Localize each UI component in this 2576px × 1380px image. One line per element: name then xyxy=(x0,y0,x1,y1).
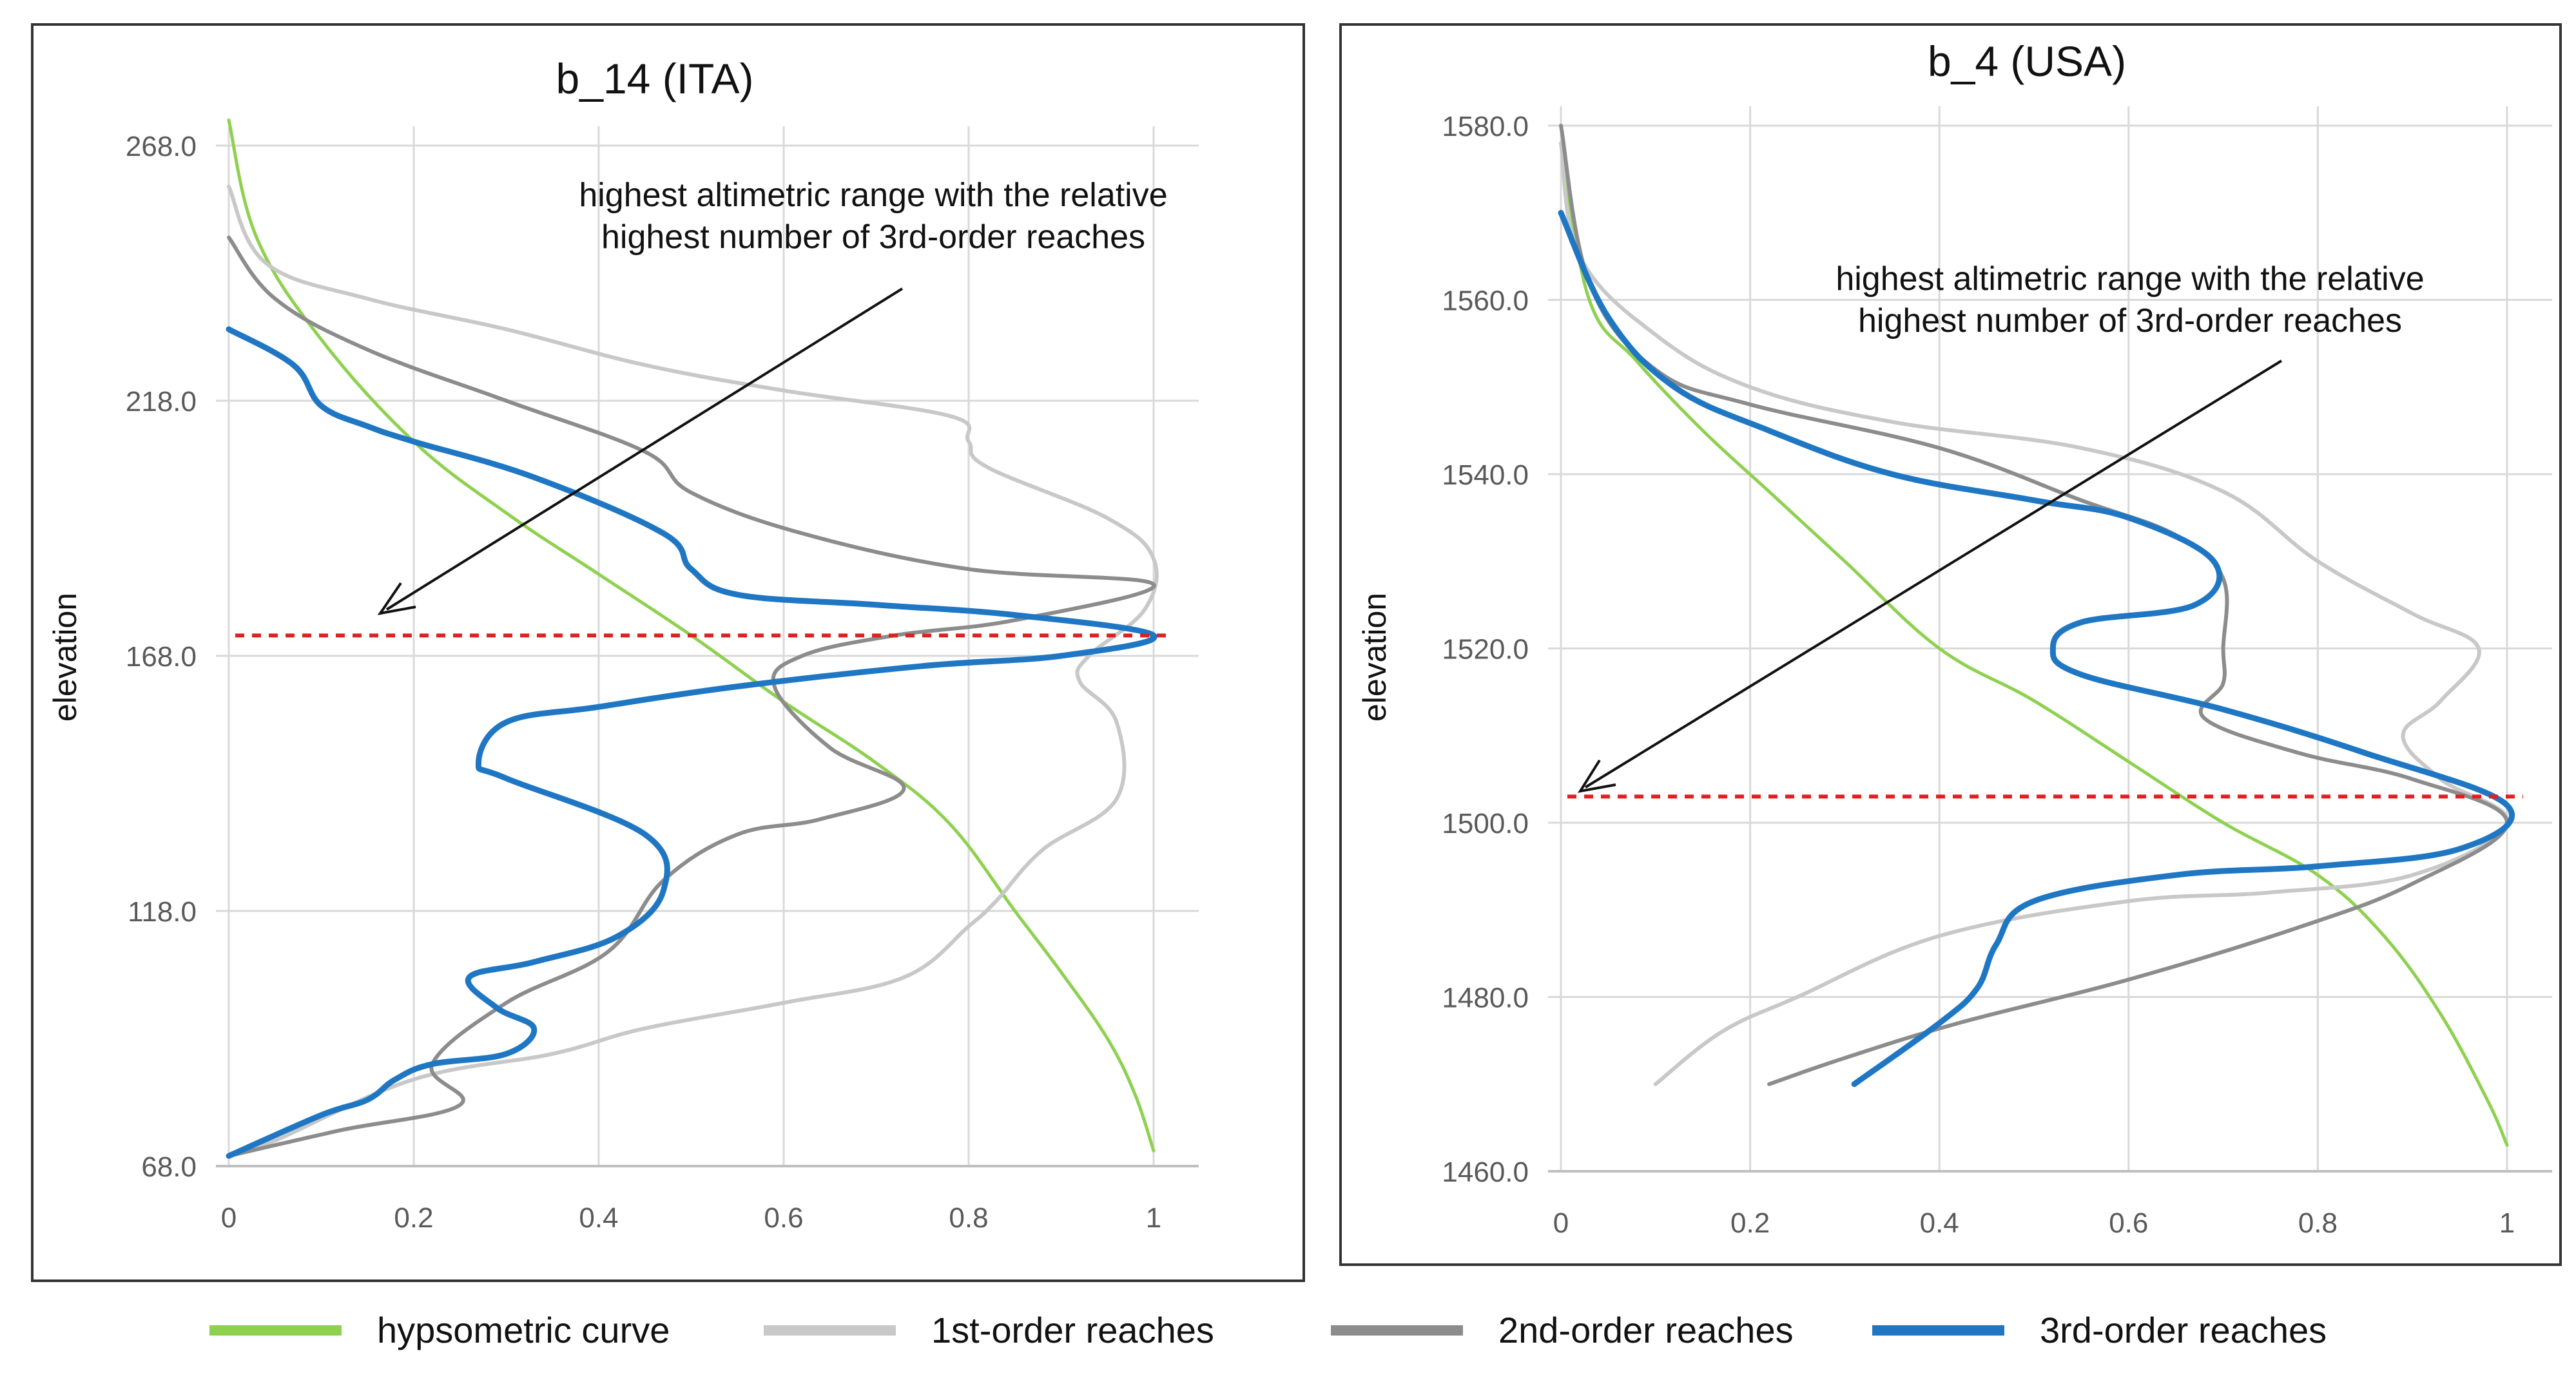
x-tick-label: 1 xyxy=(1146,1202,1161,1234)
annotation-arrow xyxy=(385,287,904,611)
series-line-hypsometric xyxy=(227,118,1156,1153)
legend-item-third-order: 3rd-order reaches xyxy=(1872,1310,2327,1350)
legend-label: hypsometric curve xyxy=(377,1310,670,1350)
x-tick-label: 0.2 xyxy=(394,1202,433,1234)
series-line-second xyxy=(1559,124,2509,1086)
y-tick-label: 218.0 xyxy=(126,386,197,417)
legend-item-hypsometric: hypsometric curve xyxy=(209,1310,670,1350)
legend-label: 2nd-order reaches xyxy=(1498,1310,1794,1350)
y-axis-label: elevation xyxy=(47,593,83,722)
annotation-arrow xyxy=(1584,359,2283,789)
y-tick-label: 1500.0 xyxy=(1442,808,1529,839)
annotation-line-1: highest altimetric range with the relati… xyxy=(579,177,1167,214)
series-line-hypsometric xyxy=(1559,141,2509,1147)
x-tick-label: 0.2 xyxy=(1730,1207,1770,1239)
chart-panel-usa: b_4 (USA) elevation 0 0.2 0.4 0.6 0.8 1 1460.0… xyxy=(1339,23,2562,1266)
annotation-line-2: highest number of 3rd-order reaches xyxy=(1858,302,2402,340)
x-tick-label: 0.8 xyxy=(2298,1207,2338,1239)
y-tick-label: 168.0 xyxy=(126,641,197,673)
grid-layer xyxy=(216,126,1199,1167)
y-tick-label: 268.0 xyxy=(126,131,197,162)
annotation-line-1: highest altimetric range with the relati… xyxy=(1835,260,2424,298)
y-tick-label: 1480.0 xyxy=(1442,982,1529,1014)
y-tick-label: 1540.0 xyxy=(1442,459,1529,491)
annotation-arrowhead xyxy=(1577,759,1616,793)
annotation-line-2: highest number of 3rd-order reaches xyxy=(601,218,1145,256)
chart-title: b_14 (ITA) xyxy=(556,55,754,102)
x-tick-label: 1 xyxy=(2499,1207,2515,1239)
series-line-first xyxy=(1559,141,2510,1086)
y-tick-label: 1460.0 xyxy=(1442,1156,1529,1188)
series-layer xyxy=(226,118,1170,1159)
legend: hypsometric curve 1st-order reaches 2nd-… xyxy=(209,1310,2327,1350)
legend-item-second-order: 2nd-order reaches xyxy=(1331,1310,1794,1350)
y-tick-label: 1560.0 xyxy=(1442,285,1529,317)
tick-labels: 0 0.2 0.4 0.6 0.8 1 1460.0 1480.0 1500.0 1520.0 15… xyxy=(1442,111,2515,1239)
x-tick-label: 0.4 xyxy=(1920,1207,1959,1239)
chart-title: b_4 (USA) xyxy=(1928,37,2126,85)
x-tick-label: 0.4 xyxy=(579,1202,618,1234)
legend-label: 3rd-order reaches xyxy=(2040,1310,2327,1350)
y-tick-label: 1580.0 xyxy=(1442,111,1529,142)
y-axis-label: elevation xyxy=(1357,593,1393,722)
x-tick-label: 0.8 xyxy=(949,1202,988,1234)
y-tick-label: 68.0 xyxy=(141,1151,197,1183)
x-tick-label: 0.6 xyxy=(2109,1207,2148,1239)
x-tick-label: 0 xyxy=(221,1202,237,1234)
y-tick-label: 118.0 xyxy=(128,896,197,928)
annotation: highest altimetric range with the relati… xyxy=(1577,260,2425,793)
series-layer xyxy=(1558,124,2523,1147)
annotation-arrowhead xyxy=(377,582,416,615)
panel-frame xyxy=(1339,23,2562,1266)
series-line-first xyxy=(227,184,1159,1158)
legend-item-first-order: 1st-order reaches xyxy=(764,1310,1214,1350)
legend-label: 1st-order reaches xyxy=(931,1310,1214,1350)
grid-layer xyxy=(1548,106,2552,1173)
series-line-third xyxy=(1558,209,2515,1088)
annotation: highest altimetric range with the relati… xyxy=(377,177,1168,615)
series-line-third xyxy=(226,326,1157,1159)
x-tick-label: 0 xyxy=(1553,1207,1569,1239)
x-tick-label: 0.6 xyxy=(764,1202,803,1234)
y-tick-label: 1520.0 xyxy=(1442,634,1529,666)
chart-panel-ita: b_14 (ITA) elevation 0 0.2 0.4 0.6 0.8 168.01… xyxy=(31,23,1305,1282)
